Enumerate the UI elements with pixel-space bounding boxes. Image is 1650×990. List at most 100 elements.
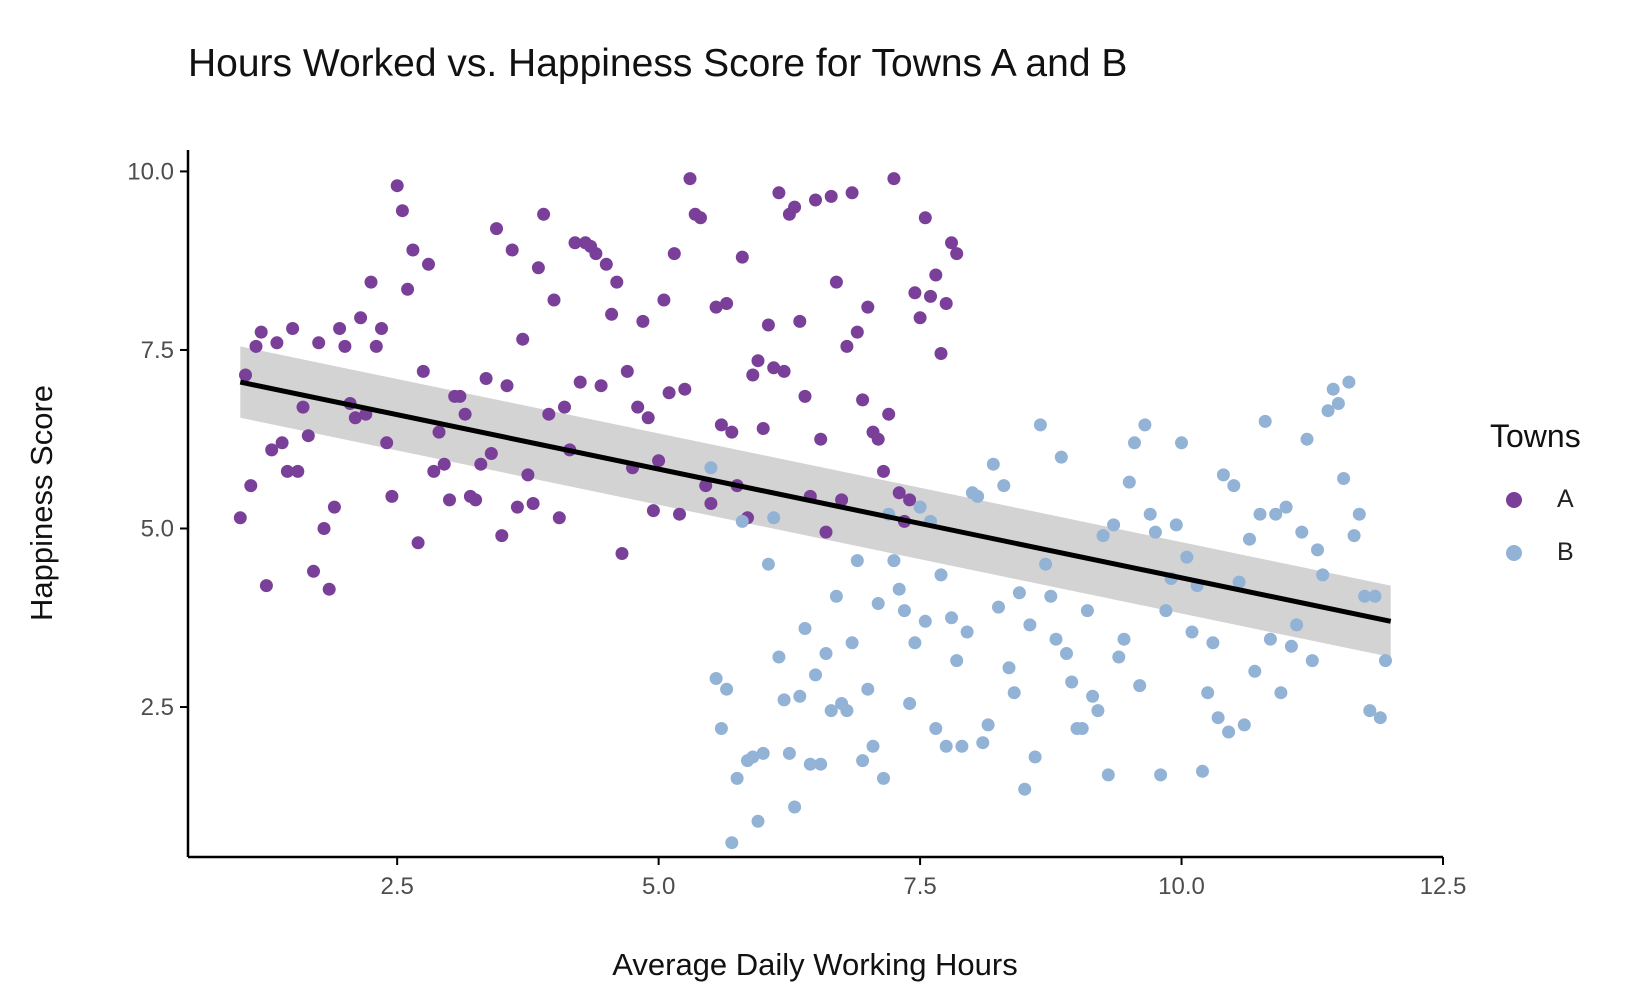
point-town-a: [547, 293, 561, 307]
point-town-b: [809, 668, 822, 682]
legend-item-a: A: [1490, 473, 1581, 526]
point-town-a: [437, 457, 451, 471]
point-town-b: [1023, 618, 1037, 632]
point-town-b: [1279, 500, 1293, 514]
point-town-a: [756, 422, 770, 435]
point-town-b: [929, 722, 943, 735]
point-town-b: [976, 736, 990, 750]
point-town-a: [307, 564, 320, 578]
point-town-a: [615, 547, 629, 560]
point-town-b: [981, 718, 995, 732]
point-town-b: [1269, 507, 1283, 521]
point-town-a: [631, 400, 645, 414]
point-town-b: [803, 757, 817, 771]
point-town-b: [1075, 722, 1089, 735]
x-tick-label: 2.5: [380, 873, 413, 900]
point-town-a: [259, 579, 273, 593]
y-tick-label: 7.5: [141, 337, 174, 364]
point-town-a: [908, 286, 922, 300]
point-town-a: [275, 436, 289, 450]
point-town-b: [992, 600, 1005, 614]
point-town-a: [746, 368, 760, 382]
point-town-b: [1237, 718, 1251, 732]
point-town-a: [788, 200, 802, 214]
x-tick-label: 7.5: [903, 873, 936, 900]
point-town-a: [312, 336, 326, 350]
point-town-a: [327, 500, 341, 514]
x-tick-label: 5.0: [642, 873, 675, 900]
point-town-a: [824, 189, 838, 203]
point-town-a: [490, 222, 503, 236]
point-town-a: [761, 318, 775, 332]
point-town-b: [1290, 618, 1304, 632]
point-town-a: [798, 389, 812, 403]
point-town-b: [772, 650, 786, 664]
point-town-a: [375, 322, 388, 335]
point-town-b: [1211, 711, 1225, 725]
point-town-a: [793, 314, 807, 328]
point-town-a: [636, 314, 650, 328]
point-town-a: [390, 179, 404, 193]
point-town-b: [1128, 436, 1141, 450]
point-town-b: [709, 672, 723, 685]
point-town-b: [1101, 768, 1115, 782]
point-town-a: [646, 504, 660, 518]
point-town-b: [866, 739, 880, 753]
point-town-a: [531, 261, 545, 275]
point-town-b: [1284, 639, 1298, 653]
point-town-a: [317, 522, 331, 535]
legend-key-a: [1506, 491, 1522, 508]
point-town-a: [641, 411, 655, 425]
point-town-a: [829, 275, 843, 289]
legend: Towns A B: [1490, 418, 1581, 579]
point-town-a: [845, 186, 859, 200]
point-town-a: [767, 361, 781, 375]
point-town-a: [484, 447, 498, 460]
point-town-a: [877, 464, 890, 478]
point-town-b: [735, 514, 749, 528]
point-town-a: [599, 257, 613, 271]
legend-label-b: B: [1557, 538, 1574, 566]
point-town-a: [924, 289, 937, 303]
point-town-a: [280, 464, 294, 478]
point-town-a: [809, 193, 822, 207]
point-town-b: [845, 636, 859, 650]
point-town-b: [1295, 525, 1309, 539]
point-town-a: [416, 364, 430, 378]
y-tick-label: 10.0: [127, 158, 174, 185]
point-town-b: [1065, 675, 1079, 689]
point-town-b: [1148, 525, 1162, 539]
y-tick-label: 5.0: [141, 515, 174, 542]
point-town-a: [254, 325, 268, 339]
point-town-a: [422, 257, 435, 271]
point-town-a: [568, 236, 582, 250]
point-town-a: [265, 443, 279, 457]
point-town-a: [401, 282, 415, 296]
point-town-a: [537, 207, 551, 221]
point-town-b: [1248, 664, 1262, 678]
point-town-a: [301, 429, 315, 443]
point-town-b: [1033, 418, 1047, 432]
point-town-a: [249, 339, 263, 353]
point-town-b: [798, 622, 812, 635]
point-town-b: [1018, 782, 1032, 796]
point-town-a: [594, 379, 608, 393]
point-town-a: [291, 464, 305, 478]
point-town-a: [338, 339, 352, 353]
point-town-b: [1232, 575, 1246, 589]
point-town-b: [814, 757, 828, 771]
point-town-b: [871, 597, 885, 610]
point-town-a: [385, 489, 399, 503]
point-town-a: [552, 511, 566, 525]
x-tick-label: 10.0: [1158, 873, 1205, 900]
point-town-b: [1253, 507, 1267, 521]
point-town-a: [453, 389, 467, 403]
point-town-a: [244, 479, 258, 493]
point-town-a: [369, 339, 383, 353]
point-town-b: [1044, 589, 1058, 603]
point-town-b: [1154, 768, 1168, 782]
point-town-b: [829, 589, 843, 603]
point-town-b: [1337, 472, 1351, 485]
point-town-a: [887, 172, 901, 186]
legend-title: Towns: [1490, 418, 1581, 454]
